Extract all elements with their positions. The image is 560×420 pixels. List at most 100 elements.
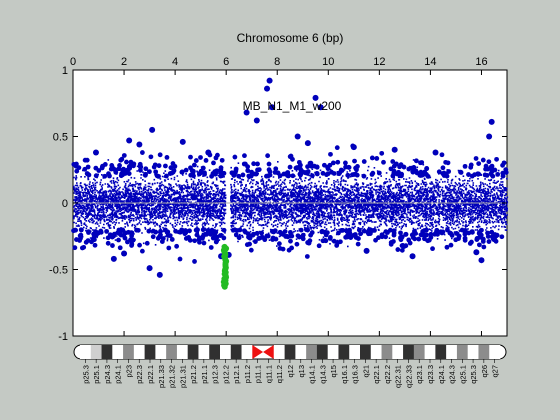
- band-label: q11.2: [275, 365, 284, 383]
- data-point: [503, 167, 509, 172]
- data-point: [187, 228, 192, 234]
- axes-layer: 0 2 4 6 8 10 12 14 16 1 0.5 0 -0.5 -1: [49, 56, 507, 343]
- data-point: [443, 171, 448, 177]
- data-point: [272, 228, 278, 234]
- data-point: [350, 172, 355, 178]
- data-point: [410, 169, 416, 175]
- data-point: [79, 245, 85, 251]
- data-point: [373, 237, 378, 243]
- data-point: [124, 159, 129, 165]
- data-point: [473, 156, 479, 161]
- data-point: [379, 232, 385, 238]
- data-point: [229, 170, 235, 176]
- data-point: [92, 242, 98, 248]
- data-point: [233, 232, 239, 238]
- data-point: [432, 231, 438, 237]
- data-point: [122, 230, 128, 236]
- data-point: [298, 167, 304, 172]
- data-point: [205, 149, 212, 156]
- band-label: p22.3: [135, 365, 144, 384]
- data-point: [440, 229, 446, 235]
- data-point: [317, 104, 324, 111]
- data-point: [390, 159, 396, 164]
- data-point: [269, 104, 276, 111]
- data-point: [406, 237, 412, 243]
- ideogram-band: [306, 345, 318, 359]
- data-point: [194, 232, 200, 238]
- data-point: [156, 271, 163, 278]
- chart-annotation: MB_N1_M1_w200: [243, 99, 342, 113]
- band-label: q25.3: [469, 365, 478, 384]
- data-point: [198, 155, 203, 160]
- data-point: [213, 155, 219, 161]
- data-point: [214, 238, 220, 244]
- data-point: [205, 228, 211, 233]
- data-point: [369, 155, 375, 161]
- data-point: [287, 164, 293, 170]
- data-point: [445, 160, 451, 166]
- data-point: [248, 247, 254, 253]
- data-point: [379, 150, 385, 156]
- data-point: [395, 247, 401, 252]
- data-point: [236, 173, 242, 179]
- data-point: [264, 173, 269, 179]
- band-label: p24.3: [103, 365, 112, 384]
- data-point: [361, 159, 367, 164]
- data-point: [156, 163, 162, 169]
- data-point: [323, 238, 329, 244]
- band-label: p11.1: [254, 365, 263, 383]
- data-point: [413, 158, 419, 164]
- data-point: [336, 171, 342, 177]
- data-point: [399, 243, 405, 249]
- ideogram-band: [446, 345, 458, 359]
- data-point: [120, 172, 125, 178]
- data-point: [168, 165, 174, 171]
- data-point: [328, 151, 333, 157]
- band-label: p21.1: [200, 365, 209, 384]
- data-point: [157, 152, 163, 158]
- data-point: [76, 165, 82, 171]
- data-point: [325, 164, 330, 170]
- data-point: [419, 160, 425, 165]
- data-point: [179, 169, 185, 175]
- data-point: [212, 171, 218, 177]
- data-point: [436, 169, 442, 175]
- data-point: [92, 149, 99, 156]
- data-point: [243, 109, 250, 116]
- data-point: [298, 170, 304, 176]
- data-point: [201, 240, 207, 246]
- data-point: [253, 239, 258, 244]
- data-point: [370, 228, 376, 233]
- data-point: [340, 227, 346, 233]
- data-point: [102, 173, 108, 179]
- data-point: [93, 173, 99, 179]
- ideogram-band: [101, 345, 113, 359]
- x-tick-label: 10: [322, 56, 334, 68]
- x-tick-label: 4: [172, 56, 178, 68]
- ideogram-band: [424, 345, 436, 359]
- data-point: [121, 250, 128, 257]
- data-point: [428, 231, 434, 237]
- ideogram-band: [435, 345, 447, 359]
- chart-title: Chromosome 6 (bp): [237, 31, 344, 45]
- band-label: p21.2: [189, 365, 198, 384]
- data-point: [202, 170, 207, 176]
- data-point: [462, 235, 468, 241]
- data-point: [143, 166, 149, 172]
- data-point: [110, 255, 117, 262]
- data-point: [391, 146, 398, 153]
- data-point: [147, 169, 152, 175]
- band-label: p12.2: [221, 365, 230, 384]
- data-point: [474, 236, 480, 241]
- data-point: [320, 170, 326, 176]
- data-point: [129, 243, 134, 248]
- data-point: [288, 238, 293, 244]
- data-point: [425, 238, 431, 244]
- data-point: [126, 164, 132, 169]
- ideogram-band: [273, 345, 285, 359]
- data-point: [188, 165, 193, 171]
- data-point: [276, 241, 282, 247]
- data-point: [282, 229, 288, 234]
- data-point: [153, 229, 159, 235]
- band-label: q25.1: [458, 365, 467, 384]
